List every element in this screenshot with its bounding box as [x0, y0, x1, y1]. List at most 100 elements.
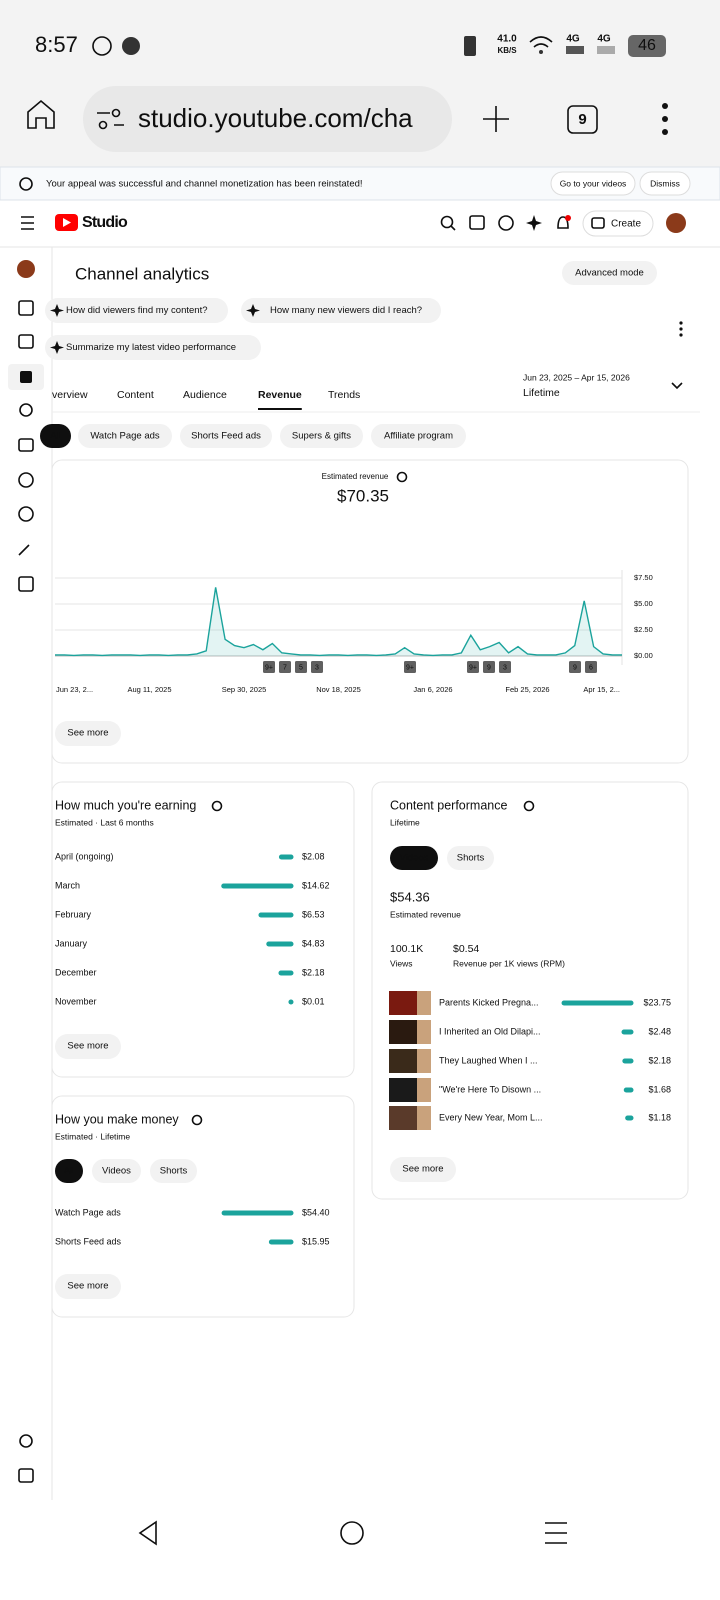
video-marker-label: 9: [573, 664, 577, 671]
battery: [628, 35, 666, 57]
home-button[interactable]: [27, 99, 55, 129]
filter-chip[interactable]: [40, 424, 71, 448]
content-subtitle: Lifetime: [390, 817, 420, 827]
battery-level: 46: [638, 37, 656, 54]
nav-community[interactable]: [19, 403, 33, 417]
value-label: $54.40: [302, 1207, 330, 1217]
value-label: $2.18: [648, 1055, 671, 1065]
nav-content[interactable]: [18, 334, 34, 349]
filter-chip[interactable]: [180, 424, 272, 448]
date-period: Lifetime: [523, 387, 560, 399]
value-label: $4.83: [302, 938, 325, 948]
money-toggle[interactable]: [55, 1159, 83, 1183]
menu-button[interactable]: [21, 216, 34, 230]
thumbnail-face: [417, 991, 431, 1015]
banner-dismiss[interactable]: [639, 171, 691, 196]
filter-chip[interactable]: [78, 424, 172, 448]
video-marker-label: 7: [283, 664, 287, 671]
banner-message: Your appeal was successful and channel m…: [46, 179, 363, 190]
content-see-more[interactable]: [390, 1157, 456, 1182]
earnings-see-more[interactable]: [55, 1034, 121, 1059]
video-marker[interactable]: [311, 661, 323, 673]
money-toggle[interactable]: [150, 1159, 197, 1183]
earnings-see-more-label: See more: [67, 1041, 108, 1052]
money-see-more[interactable]: [55, 1274, 121, 1299]
money-toggle[interactable]: [92, 1159, 141, 1183]
value-label: $2.48: [648, 1026, 671, 1036]
nav-settings[interactable]: [19, 1434, 33, 1448]
nav-recents[interactable]: [545, 1522, 567, 1544]
nav-back[interactable]: [138, 1520, 157, 1546]
money-card: [51, 1095, 355, 1318]
feedback-button[interactable]: [469, 215, 485, 230]
nav-dashboard[interactable]: [18, 300, 34, 316]
video-marker[interactable]: [499, 661, 511, 673]
video-title[interactable]: "We're Here To Disown ...: [439, 1084, 541, 1094]
nav-customization[interactable]: [18, 544, 30, 556]
video-marker[interactable]: [404, 661, 416, 673]
video-title[interactable]: They Laughed When I ...: [439, 1055, 538, 1065]
chart-title: Estimated revenue: [322, 472, 389, 481]
row-label: April (ongoing): [55, 851, 114, 861]
help-button[interactable]: [498, 215, 514, 231]
filter-chip[interactable]: [371, 424, 466, 448]
browser-menu[interactable]: [662, 103, 668, 135]
search-button[interactable]: [440, 215, 454, 229]
account-avatar[interactable]: [666, 213, 686, 233]
video-marker[interactable]: [467, 661, 479, 673]
video-marker[interactable]: [569, 661, 581, 673]
tab[interactable]: verview: [52, 389, 88, 401]
tab[interactable]: Trends: [328, 389, 360, 401]
video-marker[interactable]: [585, 661, 597, 673]
x-tick-label: Aug 11, 2025: [127, 685, 171, 694]
tab[interactable]: Content: [117, 389, 154, 401]
video-marker[interactable]: [295, 661, 307, 673]
money-title: How you make money: [55, 1112, 179, 1126]
video-marker[interactable]: [263, 661, 275, 673]
prompt-chip[interactable]: [45, 335, 261, 360]
row-label: Watch Page ads: [55, 1207, 121, 1217]
stat-label: Views: [390, 958, 413, 968]
more-menu[interactable]: [679, 321, 683, 337]
banner-action[interactable]: [550, 171, 636, 196]
video-marker-label: 9+: [406, 664, 414, 671]
video-title[interactable]: I Inherited an Old Dilapi...: [439, 1026, 541, 1036]
see-more-button[interactable]: [55, 721, 121, 746]
prompt-chip[interactable]: [45, 298, 228, 323]
money-see-more-label: See more: [67, 1281, 108, 1292]
ai-button[interactable]: [526, 215, 542, 231]
nav-subtitles[interactable]: [18, 438, 34, 452]
content-toggle[interactable]: [390, 846, 438, 870]
video-marker[interactable]: [279, 661, 291, 673]
new-tab-button[interactable]: [483, 106, 509, 132]
prompt-chip[interactable]: [241, 298, 441, 323]
video-title[interactable]: Parents Kicked Pregna...: [439, 997, 539, 1007]
vibrate-icon: [464, 36, 476, 56]
nav-feedback[interactable]: [18, 1468, 34, 1483]
filter-chip[interactable]: [280, 424, 363, 448]
tab[interactable]: Revenue: [258, 389, 302, 401]
video-title[interactable]: Every New Year, Mom L...: [439, 1112, 543, 1122]
whatsapp-icon: [92, 36, 112, 56]
tabs-button[interactable]: [567, 105, 598, 134]
video-marker-label: 6: [589, 664, 593, 671]
nav-audio[interactable]: [18, 576, 34, 592]
nav-home[interactable]: [340, 1521, 364, 1545]
filter-chip-label: Supers & gifts: [292, 431, 351, 442]
date-picker[interactable]: [671, 382, 683, 390]
advanced-mode-button[interactable]: [562, 261, 657, 285]
x-tick-label: Jun 23, 2...: [56, 685, 93, 694]
notifications-button[interactable]: [557, 216, 569, 229]
studio-logo: Studio: [82, 214, 128, 231]
value-label: $15.95: [302, 1236, 330, 1246]
content-toggle[interactable]: [447, 846, 494, 870]
nav-earn[interactable]: [18, 506, 34, 522]
tab[interactable]: Audience: [183, 389, 227, 401]
url-bar[interactable]: [83, 86, 452, 152]
network-1: 4G: [566, 34, 580, 45]
video-marker[interactable]: [483, 661, 495, 673]
channel-avatar[interactable]: [17, 260, 35, 278]
nav-copyright[interactable]: [18, 472, 34, 488]
create-label: Create: [611, 219, 641, 230]
